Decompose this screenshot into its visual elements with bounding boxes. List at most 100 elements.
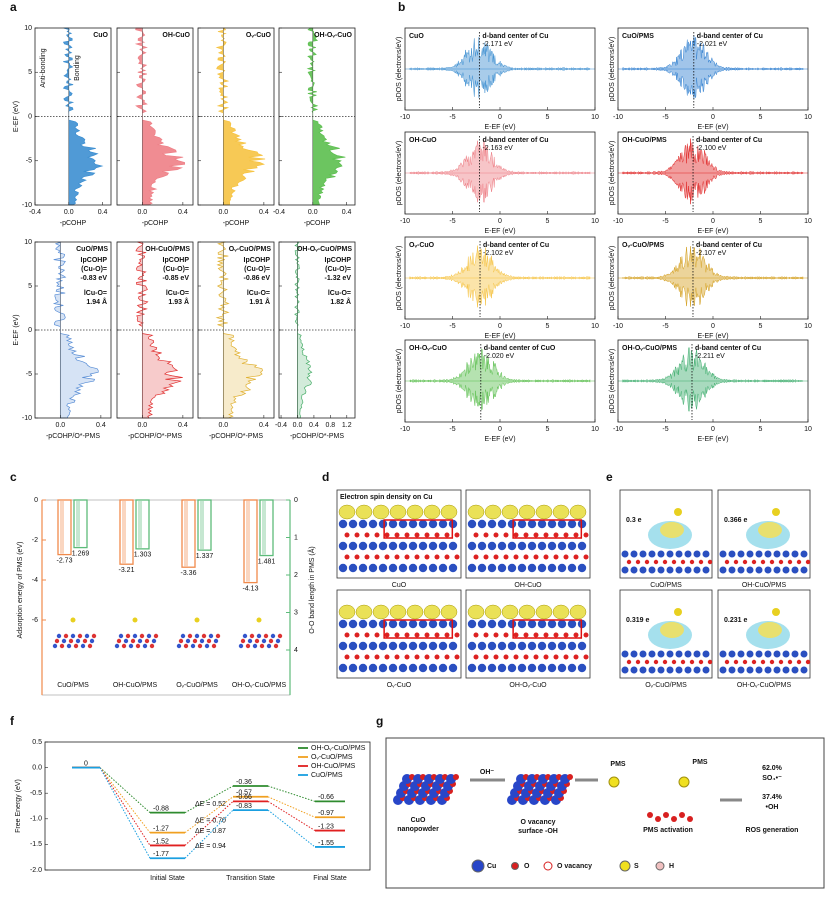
atom-decoration — [630, 550, 638, 558]
atom-decoration — [684, 650, 692, 658]
atom-decoration — [388, 519, 398, 529]
atom-decoration — [537, 641, 547, 651]
atom-decoration — [467, 519, 477, 529]
x-tick-label: 5 — [759, 114, 763, 121]
y-tick-label: -5 — [26, 158, 32, 165]
x-tick-label: 0.0 — [218, 422, 228, 429]
atom-decoration — [583, 532, 589, 538]
spin-density — [569, 604, 587, 620]
value-label: -0.57 — [236, 790, 252, 797]
atom-decoration — [719, 666, 727, 674]
x-tick-label: -10 — [400, 426, 410, 433]
atom-decoration — [543, 654, 549, 660]
atom-decoration — [358, 563, 368, 573]
atom-decoration — [194, 633, 200, 639]
atom-decoration — [477, 641, 487, 651]
atom-decoration — [800, 666, 808, 674]
atom-decoration — [84, 633, 90, 639]
step-label: nanopowder — [397, 826, 439, 833]
atom-decoration — [211, 643, 217, 649]
x-tick-label: 0.4 — [309, 422, 319, 429]
atom-decoration — [398, 563, 408, 573]
x-tick-label: 0.4 — [178, 422, 188, 429]
atom-decoration — [266, 643, 272, 649]
annotation: -0.85 eV — [163, 275, 190, 282]
legend-label: O vacancy — [557, 863, 592, 870]
bar — [135, 499, 150, 550]
atom-decoration — [782, 650, 790, 658]
atom-decoration — [764, 566, 772, 574]
atom-decoration — [684, 566, 692, 574]
atom-decoration — [121, 643, 127, 649]
atom-decoration — [374, 654, 380, 660]
atom-decoration — [268, 638, 274, 644]
x-tick-label: 5 — [546, 114, 550, 121]
x-tick-label: 0.0 — [293, 422, 303, 429]
atom-decoration — [782, 566, 790, 574]
atom-decoration — [344, 532, 350, 538]
y-axis-label: E-EF (eV) — [13, 101, 20, 132]
atom-decoration — [684, 666, 692, 674]
atom-decoration — [662, 559, 668, 565]
value-label: -0.36 — [236, 779, 252, 786]
value-label: 0 — [84, 760, 88, 767]
atom-decoration — [54, 638, 60, 644]
atom-decoration — [666, 650, 674, 658]
atom-decoration — [557, 641, 567, 651]
atom-decoration — [693, 550, 701, 558]
atom-decoration — [657, 666, 665, 674]
atom-decoration — [517, 619, 527, 629]
atom-decoration — [408, 563, 418, 573]
atom-decoration — [733, 559, 739, 565]
charge-label: 0.319 e — [626, 617, 649, 624]
atom-decoration — [553, 632, 559, 638]
highlight-box — [383, 619, 454, 639]
x-tick-label: 0 — [711, 323, 715, 330]
atom-decoration — [473, 654, 479, 660]
atom-decoration — [368, 641, 378, 651]
atom-decoration — [787, 559, 793, 565]
atom-decoration — [190, 643, 196, 649]
x-tick-label: 0 — [498, 218, 502, 225]
x-axis-label: -pCOHP/O*-PMS — [128, 433, 182, 440]
atom-decoration — [724, 559, 730, 565]
pdos-curve — [409, 245, 591, 308]
atom-decoration — [537, 541, 547, 551]
atom-decoration — [648, 650, 656, 658]
atom-decoration — [644, 659, 650, 665]
legend-swatch — [511, 862, 519, 870]
atom-decoration — [73, 643, 79, 649]
atom-decoration — [408, 663, 418, 673]
atom-decoration — [256, 617, 262, 623]
atom-decoration — [398, 641, 408, 651]
atom-decoration — [149, 643, 155, 649]
atom-decoration — [621, 666, 629, 674]
y2-tick-label: 3 — [294, 609, 298, 616]
barrier-label: ΔE = 0.70 — [195, 818, 226, 825]
atom-decoration — [388, 619, 398, 629]
legend-label: CuO/PMS — [311, 772, 343, 779]
atom-decoration — [87, 643, 93, 649]
atom-decoration — [648, 666, 656, 674]
result-label: •OH — [766, 804, 779, 811]
atom-decoration — [434, 632, 440, 638]
bar — [73, 499, 88, 549]
atom-decoration — [378, 619, 388, 629]
x-tick-label: -10 — [400, 218, 410, 225]
x-tick-label: 0.0 — [55, 422, 65, 429]
atom-decoration — [338, 663, 348, 673]
x-tick-label: 0 — [498, 114, 502, 121]
atom-decoration — [547, 619, 557, 629]
x-tick-label: 10 — [591, 323, 599, 330]
atom-decoration — [493, 632, 499, 638]
atom-decoration — [737, 550, 745, 558]
atom-decoration — [487, 663, 497, 673]
atom-decoration — [194, 617, 200, 623]
atom-decoration — [547, 541, 557, 551]
atom-decoration — [769, 559, 775, 565]
spin-density — [535, 604, 553, 620]
spin-density — [552, 604, 570, 620]
atom-decoration — [805, 659, 811, 665]
legend-label: Cu — [487, 863, 496, 870]
atom-decoration — [772, 608, 780, 616]
